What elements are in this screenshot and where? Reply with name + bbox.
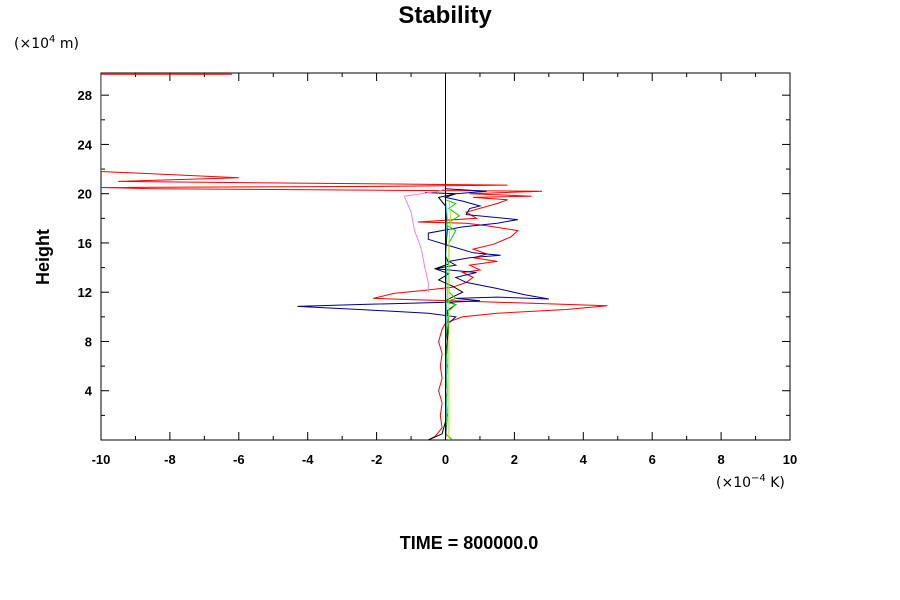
y-tick-label: 20 bbox=[78, 187, 92, 202]
y-unit-label: (×104 m) bbox=[14, 34, 79, 52]
x-tick-label: -2 bbox=[371, 452, 383, 467]
x-tick-label: -4 bbox=[302, 452, 314, 467]
x-tick-label: -6 bbox=[233, 452, 245, 467]
series-line-1 bbox=[101, 73, 608, 440]
y-tick-label: 16 bbox=[78, 236, 92, 251]
y-tick-label: 8 bbox=[85, 334, 92, 349]
y-tick-label: 12 bbox=[78, 285, 92, 300]
x-tick-label: -10 bbox=[92, 452, 111, 467]
x-tick-label: 10 bbox=[783, 452, 797, 467]
x-tick-label: 4 bbox=[580, 452, 588, 467]
x-tick-label: -8 bbox=[164, 452, 176, 467]
series-layer bbox=[101, 73, 608, 440]
y-tick-label: 28 bbox=[78, 88, 92, 103]
x-tick-label: 2 bbox=[511, 452, 518, 467]
y-tick-label: 4 bbox=[85, 384, 93, 399]
x-unit-label: (×10−4 K) bbox=[716, 473, 785, 491]
time-label: TIME = 800000.0 bbox=[400, 533, 539, 553]
series-line-3 bbox=[424, 192, 464, 440]
series-line-7 bbox=[444, 199, 448, 434]
x-axis-ticks: -10 -8 -6 -4 -2 0 2 4 6 8 10 bbox=[92, 73, 797, 467]
y-tick-label: 24 bbox=[78, 137, 93, 152]
y-axis-label: Height bbox=[33, 229, 53, 285]
x-tick-label: 8 bbox=[717, 452, 724, 467]
x-tick-label: 0 bbox=[442, 452, 449, 467]
series-line-4 bbox=[403, 188, 446, 293]
y-axis-ticks: 4 8 12 16 20 24 28 bbox=[78, 88, 790, 416]
x-tick-label: 6 bbox=[649, 452, 656, 467]
chart-title: Stability bbox=[398, 2, 492, 29]
series-line-6 bbox=[448, 199, 452, 440]
series-line-2 bbox=[297, 188, 549, 440]
